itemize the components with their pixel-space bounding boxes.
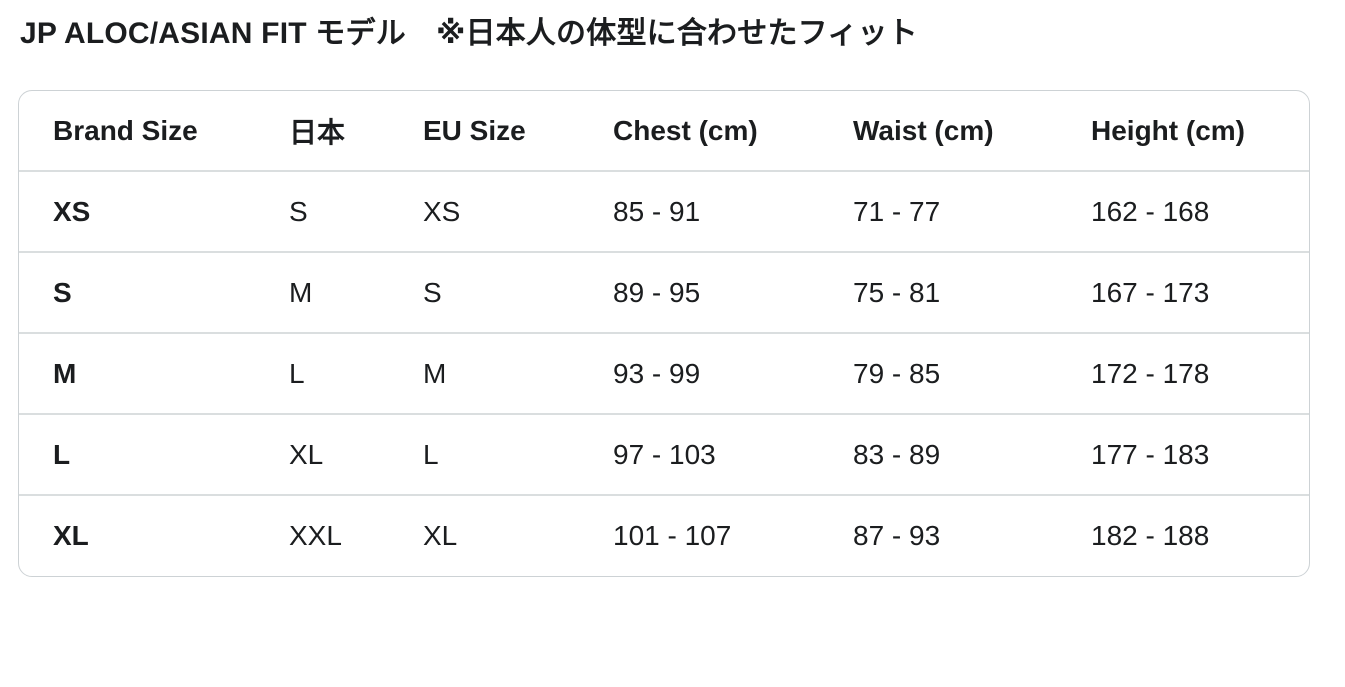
cell-eu-size: M <box>423 357 447 389</box>
cell-eu-size: L <box>423 438 439 470</box>
cell-chest-range: 101 - 107 <box>613 520 732 551</box>
cell-chest-range: 93 - 99 <box>613 357 701 389</box>
size-table: Brand Size 日本 EU Size Chest (cm) Waist (… <box>19 91 1309 576</box>
cell-eu-size: S <box>423 276 442 308</box>
column-header-chest: Chest (cm) <box>613 114 758 146</box>
table-header-row: Brand Size 日本 EU Size Chest (cm) Waist (… <box>19 91 1309 171</box>
cell-waist-range: 83 - 89 <box>853 438 941 470</box>
cell-brand-size: S <box>53 276 72 308</box>
cell-chest-range: 85 - 91 <box>613 195 701 227</box>
column-header-waist: Waist (cm) <box>853 114 994 146</box>
cell-brand-size: XL <box>53 520 89 551</box>
cell-brand-size: L <box>53 438 71 470</box>
cell-eu-size: XL <box>423 520 458 551</box>
cell-height-range: 177 - 183 <box>1091 438 1210 470</box>
cell-waist-range: 87 - 93 <box>853 520 941 551</box>
table-row: M L M 93 - 99 79 - 85 172 - 178 <box>19 333 1309 414</box>
table-row: XS S XS 85 - 91 71 - 77 162 - 168 <box>19 171 1309 252</box>
column-header-japan: 日本 <box>289 116 346 148</box>
cell-height-range: 162 - 168 <box>1091 195 1210 227</box>
cell-japan-size: XXL <box>289 520 342 551</box>
size-chart-table: Brand Size 日本 EU Size Chest (cm) Waist (… <box>18 90 1310 577</box>
page-title: JP ALOC/ASIAN FIT モデル ※日本人の体型に合わせたフィット <box>20 17 918 50</box>
cell-japan-size: M <box>289 276 313 308</box>
cell-waist-range: 75 - 81 <box>853 276 941 308</box>
column-header-height: Height (cm) <box>1091 114 1245 146</box>
column-header-brand-size: Brand Size <box>53 114 198 146</box>
cell-japan-size: L <box>289 357 305 389</box>
cell-height-range: 182 - 188 <box>1091 520 1210 551</box>
cell-height-range: 172 - 178 <box>1091 357 1210 389</box>
table-row: XL XXL XL 101 - 107 87 - 93 182 - 188 <box>19 495 1309 576</box>
cell-chest-range: 89 - 95 <box>613 276 701 308</box>
cell-waist-range: 79 - 85 <box>853 357 941 389</box>
cell-eu-size: XS <box>423 195 461 227</box>
cell-brand-size: XS <box>53 195 91 227</box>
cell-chest-range: 97 - 103 <box>613 438 716 470</box>
cell-waist-range: 71 - 77 <box>853 195 941 227</box>
cell-height-range: 167 - 173 <box>1091 276 1210 308</box>
cell-japan-size: XL <box>289 438 324 470</box>
table-row: L XL L 97 - 103 83 - 89 177 - 183 <box>19 414 1309 495</box>
column-header-eu-size: EU Size <box>423 114 526 146</box>
table-row: S M S 89 - 95 75 - 81 167 - 173 <box>19 252 1309 333</box>
cell-brand-size: M <box>53 357 77 389</box>
cell-japan-size: S <box>289 195 308 227</box>
